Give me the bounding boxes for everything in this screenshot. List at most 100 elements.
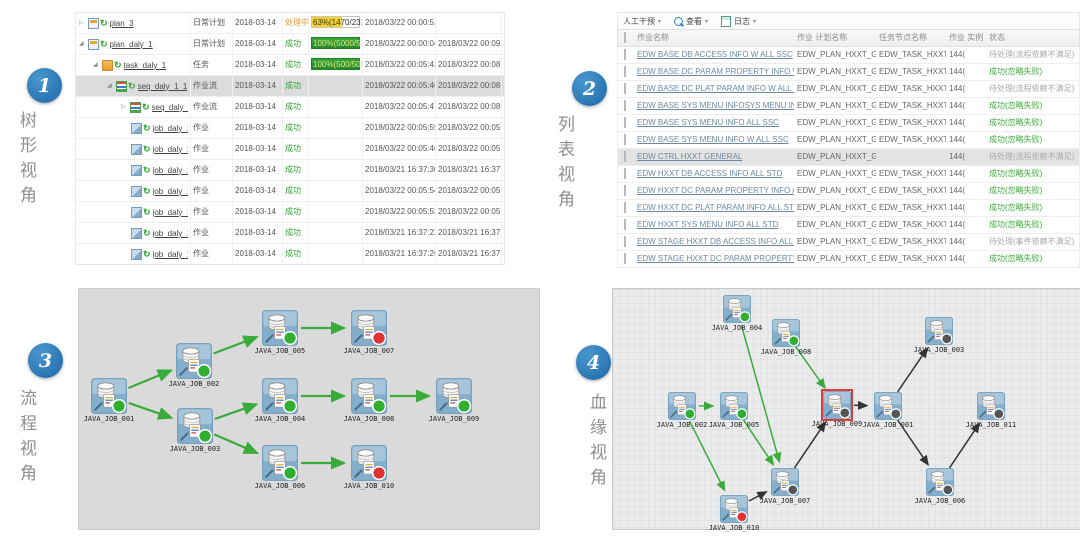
manual-intervention-menu[interactable]: 人工干预 ▾ bbox=[623, 16, 661, 27]
node-name-link[interactable]: job_daly_1_5 bbox=[152, 228, 188, 238]
flow-canvas[interactable]: JAVA_JOB_001 JAVA_JOB_002 JAVA_JOB_003 J… bbox=[78, 288, 540, 530]
node-name-link[interactable]: seq_daly_1_4 bbox=[151, 102, 188, 112]
col-job-name[interactable]: 作业名称 bbox=[637, 33, 669, 42]
node-name-link[interactable]: seq_daly_1_1 bbox=[137, 81, 188, 91]
row-checkbox[interactable] bbox=[624, 219, 626, 230]
job-node-JAVA_JOB_005[interactable] bbox=[720, 392, 748, 420]
list-row[interactable]: EDW STAGE HXXT DB ACCESS INFO ALL LOADED… bbox=[617, 234, 1080, 251]
node-name-link[interactable]: job_daly_1_3 bbox=[152, 186, 188, 196]
view-menu[interactable]: 查看 ▾ bbox=[674, 16, 708, 27]
tree-row[interactable]: ◢ ↻ task_daly_1 任务 2018-03-14 成功 100%(500/500)… bbox=[76, 55, 504, 76]
node-name-link[interactable]: plan_3 bbox=[109, 18, 134, 28]
job-name-link[interactable]: EDW BASE SYS MENU INFO ALL SSC bbox=[637, 118, 779, 127]
expand-caret-icon[interactable]: ▷ bbox=[121, 103, 126, 110]
row-checkbox[interactable] bbox=[624, 100, 626, 111]
job-node-JAVA_JOB_004[interactable] bbox=[723, 295, 751, 323]
node-name-link[interactable]: job_daly_1_10 bbox=[152, 144, 188, 154]
job-node-JAVA_JOB_002[interactable] bbox=[176, 343, 212, 379]
row-checkbox[interactable] bbox=[624, 168, 626, 179]
job-node-JAVA_JOB_010[interactable] bbox=[351, 445, 387, 481]
job-node-JAVA_JOB_001[interactable] bbox=[874, 392, 902, 420]
job-name-link[interactable]: EDW CTRL HXXT GENERAL bbox=[637, 152, 743, 161]
job-node-JAVA_JOB_004[interactable] bbox=[262, 378, 298, 414]
node-name-link[interactable]: job_daly_1_6 bbox=[152, 249, 188, 259]
job-node-JAVA_JOB_008[interactable] bbox=[351, 378, 387, 414]
log-menu[interactable]: 日志 ▾ bbox=[721, 15, 756, 27]
job-node-JAVA_JOB_006[interactable] bbox=[926, 468, 954, 496]
tree-row[interactable]: ◢ ↻ seq_daly_1_1 作业流 2018-03-14 成功 2018/03/22 … bbox=[76, 76, 504, 97]
col-task-node-name[interactable]: 任务节点名称 bbox=[879, 33, 927, 42]
job-name-link[interactable]: EDW HXXT DC PARAM PROPERTY INFO ALL STD bbox=[637, 186, 794, 195]
list-row[interactable]: EDW HXXT SYS MENU INFO ALL STD EDW_PLAN_H… bbox=[617, 217, 1080, 234]
list-row[interactable]: EDW BASE SYS MENU INFO W ALL SSC EDW_PLAN… bbox=[617, 132, 1080, 149]
select-all-checkbox[interactable] bbox=[624, 32, 626, 43]
list-row[interactable]: EDW BASE DC PARAM PROPERTY INFO W ALL SS… bbox=[617, 64, 1080, 81]
row-checkbox[interactable] bbox=[624, 117, 626, 128]
job-name-link[interactable]: EDW STAGE HXXT DB ACCESS INFO ALL LOAD bbox=[637, 237, 794, 246]
row-checkbox[interactable] bbox=[624, 66, 626, 77]
list-row[interactable]: EDW BASE SYS MENU INFO ALL SSC EDW_PLAN_H… bbox=[617, 115, 1080, 132]
job-node-JAVA_JOB_001[interactable] bbox=[91, 378, 127, 414]
job-name-link[interactable]: EDW BASE SYS MENU INFO W ALL SSC bbox=[637, 135, 789, 144]
list-row[interactable]: EDW BASE DC PLAT PARAM INFO W ALL SSC EDW… bbox=[617, 81, 1080, 98]
col-job-instance[interactable]: 作业 实例 bbox=[949, 33, 984, 42]
list-row[interactable]: EDW BASE SYS MENU INFOSYS MENU INFO ALL … bbox=[617, 98, 1080, 115]
job-node-JAVA_JOB_002[interactable] bbox=[668, 392, 696, 420]
job-node-JAVA_JOB_009[interactable] bbox=[436, 378, 472, 414]
node-name-link[interactable]: plan_daly_1 bbox=[109, 39, 153, 49]
job-name-link[interactable]: EDW BASE DB ACCESS INFO W ALL SSC bbox=[637, 50, 793, 59]
collapse-caret-icon[interactable]: ◢ bbox=[107, 82, 112, 89]
job-node-JAVA_JOB_003[interactable] bbox=[925, 317, 953, 345]
row-checkbox[interactable] bbox=[624, 185, 626, 196]
row-checkbox[interactable] bbox=[624, 83, 626, 94]
list-row[interactable]: EDW CTRL HXXT GENERAL EDW_PLAN_HXXT_GENER… bbox=[617, 149, 1080, 166]
row-checkbox[interactable] bbox=[624, 236, 626, 247]
node-name-link[interactable]: job_daly_1_1 bbox=[152, 123, 188, 133]
job-name-link[interactable]: EDW BASE SYS MENU INFOSYS MENU INFO ALL … bbox=[637, 101, 794, 110]
job-node-JAVA_JOB_007[interactable] bbox=[351, 310, 387, 346]
list-row[interactable]: EDW HXXT DC PARAM PROPERTY INFO ALL STDE… bbox=[617, 183, 1080, 200]
job-name-link[interactable]: EDW BASE DC PARAM PROPERTY INFO W ALL SS… bbox=[637, 67, 794, 76]
row-checkbox[interactable] bbox=[624, 134, 626, 145]
row-checkbox[interactable] bbox=[624, 49, 626, 60]
tree-row[interactable]: ◢ ↻ plan_daly_1 日常计划 2018-03-14 成功 100%(5000/5… bbox=[76, 34, 504, 55]
job-name-link[interactable]: EDW STAGE HXXT DC PARAM PROPERTY INFO AL… bbox=[637, 254, 794, 263]
job-node-JAVA_JOB_005[interactable] bbox=[262, 310, 298, 346]
list-row[interactable]: EDW STAGE HXXT DC PARAM PROPERTY INFO AL… bbox=[617, 251, 1080, 268]
job-node-JAVA_JOB_007[interactable] bbox=[771, 468, 799, 496]
collapse-caret-icon[interactable]: ◢ bbox=[93, 61, 98, 68]
job-name-link[interactable]: EDW BASE DC PLAT PARAM INFO W ALL SSC bbox=[637, 84, 794, 93]
job-node-JAVA_JOB_003[interactable] bbox=[177, 408, 213, 444]
job-name-link[interactable]: EDW HXXT SYS MENU INFO ALL STD bbox=[637, 220, 779, 229]
row-checkbox[interactable] bbox=[624, 202, 626, 213]
node-name-link[interactable]: task_daly_1 bbox=[123, 60, 167, 70]
lineage-canvas[interactable]: JAVA_JOB_004 JAVA_JOB_008 JAVA_JOB_002 J… bbox=[612, 288, 1080, 532]
col-status[interactable]: 状态 bbox=[989, 33, 1005, 42]
job-node-JAVA_JOB_009[interactable] bbox=[821, 389, 853, 421]
node-name-link[interactable]: job_daly_1_4 bbox=[152, 207, 188, 217]
node-name-link[interactable]: job_daly_1_2 bbox=[152, 165, 188, 175]
job-node-JAVA_JOB_008[interactable] bbox=[772, 319, 800, 347]
col-plan-name[interactable]: 作业 计划名称 bbox=[797, 33, 848, 42]
list-row[interactable]: EDW HXXT DC PLAT PARAM INFO ALL STD EDW_P… bbox=[617, 200, 1080, 217]
job-name-link[interactable]: EDW HXXT DC PLAT PARAM INFO ALL STD bbox=[637, 203, 794, 212]
job-node-JAVA_JOB_011[interactable] bbox=[977, 392, 1005, 420]
row-checkbox[interactable] bbox=[624, 253, 626, 264]
list-row[interactable]: EDW BASE DB ACCESS INFO W ALL SSC EDW_PLA… bbox=[617, 47, 1080, 64]
job-node-JAVA_JOB_010[interactable] bbox=[720, 495, 748, 523]
job-name-link[interactable]: EDW HXXT DB ACCESS INFO ALL STD bbox=[637, 169, 783, 178]
list-row[interactable]: EDW HXXT DB ACCESS INFO ALL STD EDW_PLAN_… bbox=[617, 166, 1080, 183]
collapse-caret-icon[interactable]: ◢ bbox=[79, 40, 84, 47]
expand-caret-icon[interactable]: ▷ bbox=[79, 19, 84, 26]
row-checkbox[interactable] bbox=[624, 151, 626, 162]
job-node-JAVA_JOB_006[interactable] bbox=[262, 445, 298, 481]
